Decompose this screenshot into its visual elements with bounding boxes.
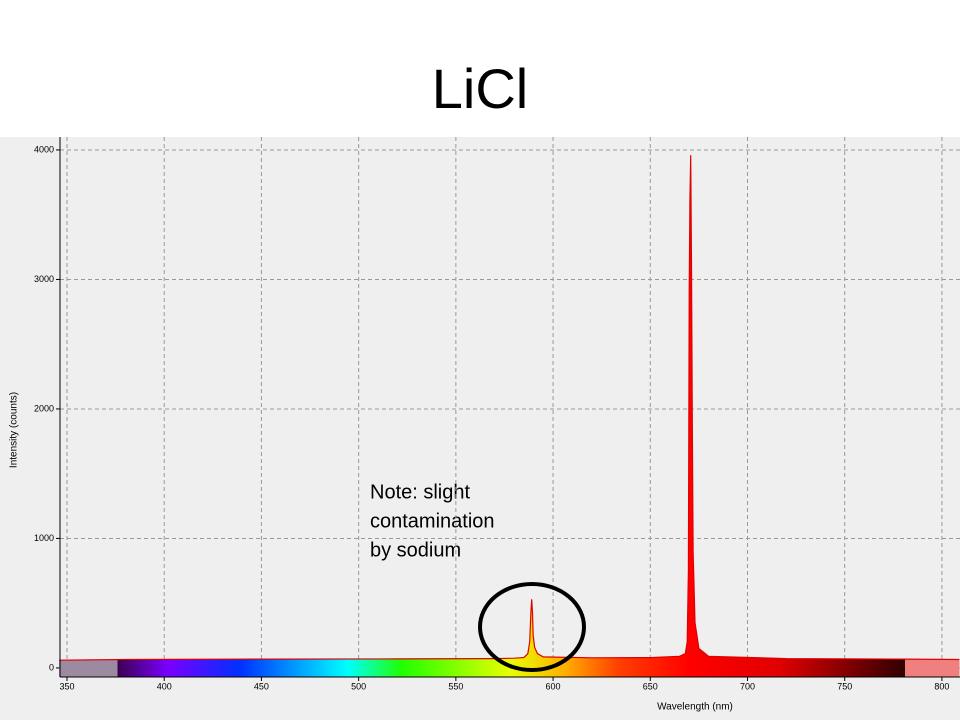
x-tick-label: 650 (643, 681, 658, 691)
annotation-line: Note: slight (370, 481, 470, 503)
slide-title: LiCl (432, 57, 528, 120)
x-tick-label: 500 (351, 681, 366, 691)
x-tick-label: 400 (157, 681, 172, 691)
y-tick-label: 4000 (34, 144, 54, 154)
y-tick-label: 1000 (34, 533, 54, 543)
x-tick-label: 600 (546, 681, 561, 691)
x-tick-label: 700 (740, 681, 755, 691)
spectrum-line (59, 155, 960, 661)
highlight-circle (478, 582, 586, 672)
annotation-line: contamination (370, 510, 495, 532)
x-tick-label: 550 (448, 681, 463, 691)
y-tick-label: 3000 (34, 274, 54, 284)
x-tick-label: 750 (837, 681, 852, 691)
x-tick-label: 350 (59, 681, 74, 691)
y-tick-label: 2000 (34, 403, 54, 413)
x-axis-title: Wavelength (nm) (657, 702, 733, 713)
annotation: Note: slight contamination by sodium (370, 481, 495, 561)
x-tick-label: 800 (934, 681, 949, 691)
y-tick-label: 0 (49, 662, 54, 672)
annotation-line: by sodium (370, 539, 461, 561)
y-axis-title: Intensity (counts) (9, 392, 20, 468)
x-tick-label: 450 (254, 681, 269, 691)
